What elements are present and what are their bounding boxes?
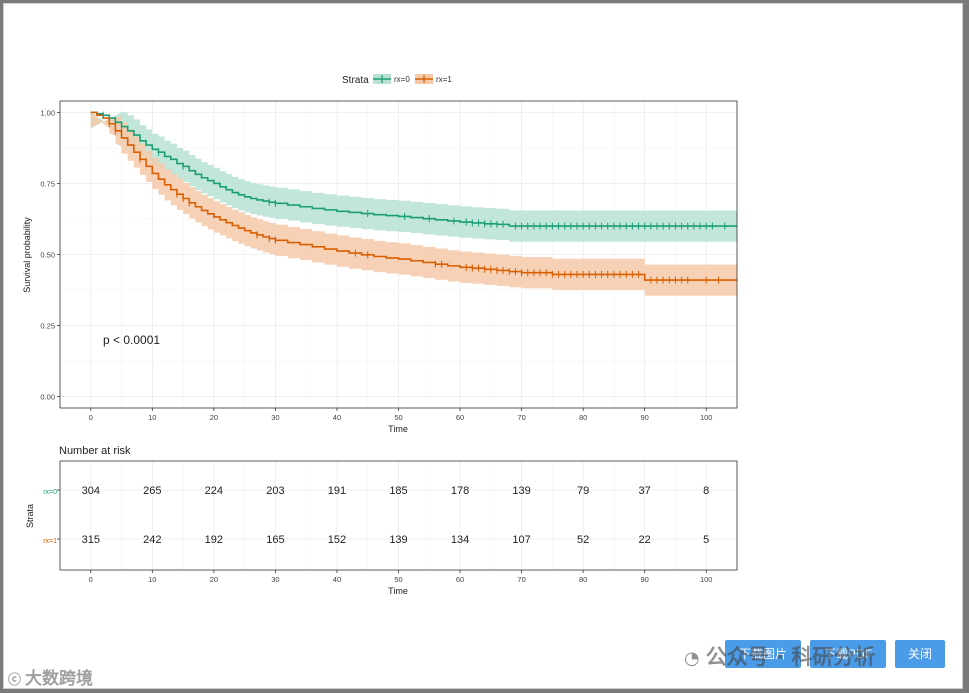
- wechat-icon: ◔: [684, 648, 700, 669]
- x-tick-label: 80: [579, 413, 587, 422]
- x-tick-label: 60: [456, 413, 464, 422]
- risk-x-tick-label: 10: [148, 575, 156, 584]
- risk-count-rx=1: 22: [639, 534, 651, 546]
- risk-x-tick-label: 70: [517, 575, 525, 584]
- risk-count-rx=0: 203: [266, 485, 284, 497]
- risk-count-rx=1: 139: [389, 534, 407, 546]
- x-tick-label: 40: [333, 413, 341, 422]
- main-plot-axes: 0.00 0.25 0.50 0.75 1.00 0 10 20 30 40 50 60 70 80 90 1…: [40, 108, 712, 422]
- risk-strata-label-rx0: rx=0: [43, 489, 57, 496]
- ci-band-rx=1: [90, 112, 738, 296]
- risk-x-tick-label: 40: [333, 575, 341, 584]
- x-tick-label: 50: [394, 413, 402, 422]
- risk-count-rx=0: 191: [328, 485, 346, 497]
- risk-count-rx=0: 37: [639, 485, 651, 497]
- y-tick-label: 0.25: [40, 322, 55, 331]
- legend-label-rx0: rx=0: [394, 75, 410, 84]
- risk-x-tick-label: 30: [271, 575, 279, 584]
- x-tick-label: 30: [271, 413, 279, 422]
- watermark-left: ⓒ 大数跨境: [8, 664, 93, 689]
- risk-count-rx=1: 315: [82, 534, 100, 546]
- x-tick-label: 10: [148, 413, 156, 422]
- risk-count-rx=0: 265: [143, 485, 161, 497]
- risk-x-tick-label: 90: [641, 575, 649, 584]
- legend-title: Strata: [342, 75, 369, 86]
- ci-band-rx=0: [90, 112, 738, 242]
- x-tick-label: 20: [210, 413, 218, 422]
- x-tick-label: 0: [89, 413, 93, 422]
- watermark-logo-icon: ⓒ: [8, 673, 22, 688]
- risk-count-rx=1: 5: [703, 534, 709, 546]
- survival-line-rx=0: [90, 111, 737, 227]
- p-value-annotation: p < 0.0001: [103, 333, 160, 347]
- risk-x-tick-label: 60: [456, 575, 464, 584]
- confidence-bands: [90, 112, 738, 296]
- risk-count-rx=0: 8: [703, 485, 709, 497]
- risk-strata-label-rx1: rx=1: [43, 538, 57, 545]
- x-tick-label: 100: [700, 413, 713, 422]
- risk-table-axes: 0 10 20 30 40 50 60 70 80 90 100: [57, 489, 713, 584]
- risk-count-rx=1: 107: [512, 534, 530, 546]
- risk-count-rx=0: 139: [512, 485, 530, 497]
- y-axis-title: Survival probability: [22, 217, 32, 293]
- risk-table-title: Number at risk: [59, 445, 131, 457]
- risk-x-tick-label: 20: [210, 575, 218, 584]
- y-tick-label: 0.00: [40, 393, 55, 402]
- risk-count-rx=0: 79: [577, 485, 589, 497]
- watermark-left-text: 大数跨境: [25, 669, 94, 689]
- risk-count-rx=0: 178: [451, 485, 469, 497]
- risk-x-tick-label: 0: [89, 575, 93, 584]
- risk-count-rx=1: 134: [451, 534, 469, 546]
- download-image-button[interactable]: 下载图片: [725, 640, 801, 668]
- censor-marks: [102, 111, 726, 284]
- risk-count-rx=1: 192: [205, 534, 223, 546]
- y-tick-label: 0.50: [40, 251, 55, 260]
- download-pdf-button[interactable]: 下载PDF: [810, 640, 886, 668]
- y-tick-label: 0.75: [40, 179, 55, 188]
- risk-table-cells: 304 265 224 203 191 185 178 139 79 37 8 315 242 192 16…: [82, 485, 710, 546]
- legend-label-rx1: rx=1: [436, 75, 452, 84]
- risk-y-axis-title: Strata: [25, 504, 35, 528]
- x-axis-title: Time: [388, 424, 408, 434]
- risk-x-tick-label: 100: [700, 575, 713, 584]
- watermark-right-text: 公众号 · 科研分析: [705, 645, 876, 669]
- close-button[interactable]: 关闭: [895, 640, 945, 668]
- risk-table-grid: [60, 461, 737, 570]
- watermark-right: ◔ 公众号 · 科研分析: [684, 641, 875, 671]
- x-tick-label: 90: [641, 413, 649, 422]
- risk-count-rx=0: 304: [82, 485, 100, 497]
- risk-count-rx=1: 152: [328, 534, 346, 546]
- risk-count-rx=1: 242: [143, 534, 161, 546]
- risk-x-axis-title: Time: [388, 586, 408, 596]
- risk-count-rx=0: 224: [205, 485, 223, 497]
- legend: Strata rx=0 rx=1: [342, 74, 452, 86]
- risk-count-rx=1: 52: [577, 534, 589, 546]
- risk-count-rx=0: 185: [389, 485, 407, 497]
- x-tick-label: 70: [517, 413, 525, 422]
- risk-x-tick-label: 80: [579, 575, 587, 584]
- risk-count-rx=1: 165: [266, 534, 284, 546]
- risk-x-tick-label: 50: [394, 575, 402, 584]
- y-tick-label: 1.00: [40, 108, 55, 117]
